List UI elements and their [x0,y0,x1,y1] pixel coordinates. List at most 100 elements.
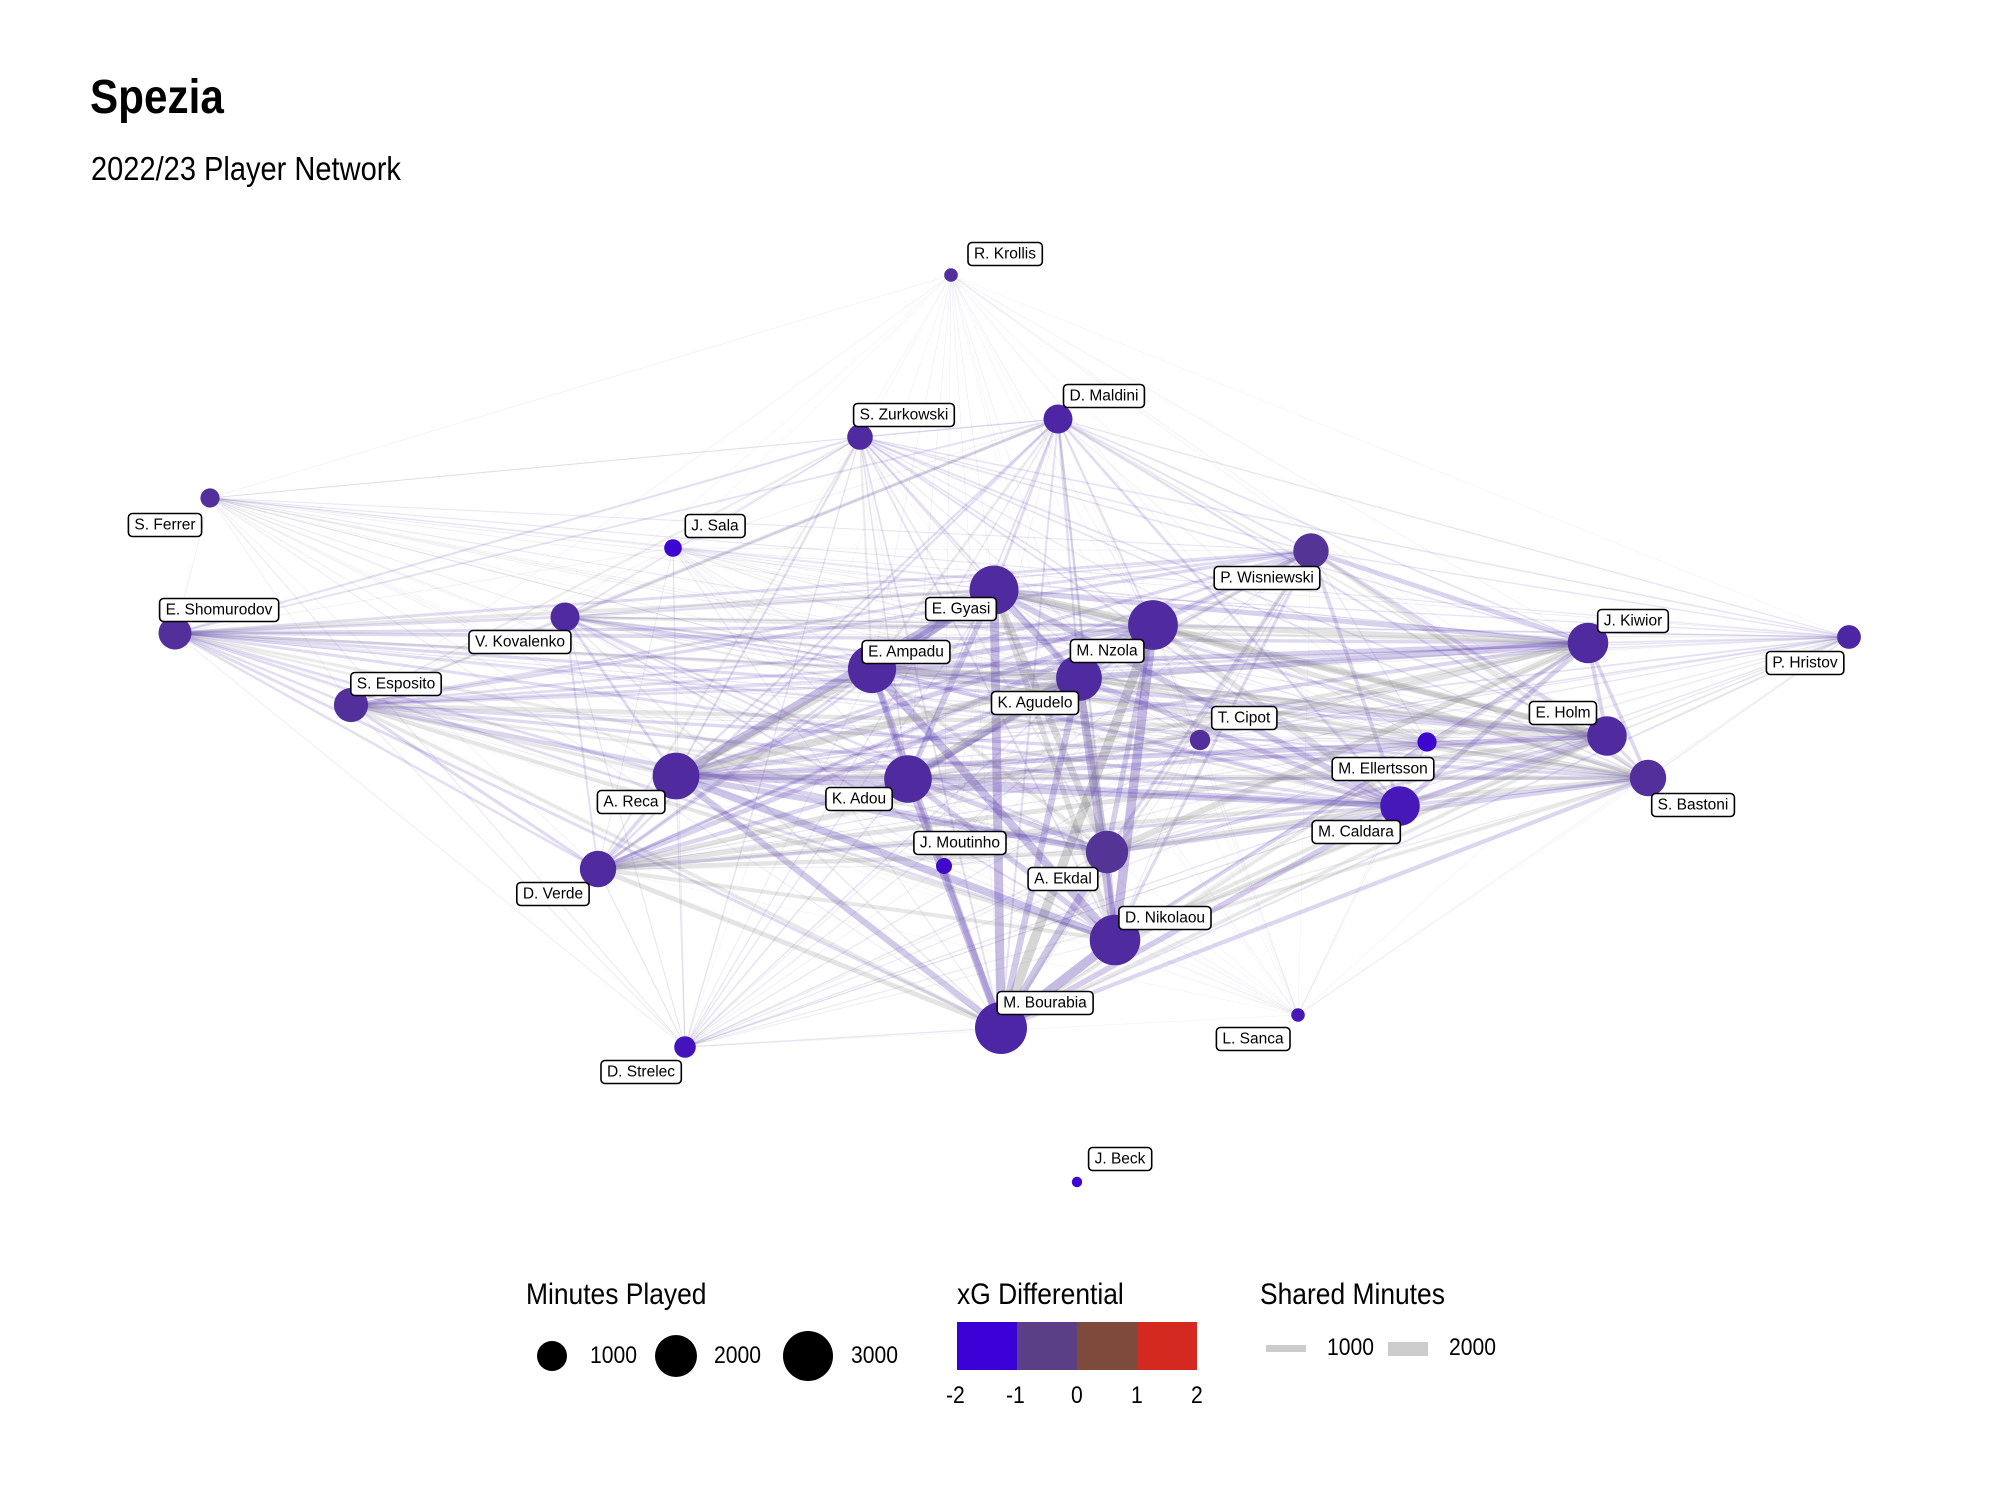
player-label-text: A. Ekdal [1034,871,1092,888]
player-label-box [996,990,1094,1016]
network-edge [209,436,861,499]
network-edge [173,631,678,778]
player-node [847,424,873,450]
network-edge [174,632,1201,741]
network-edge [674,549,1313,778]
player-node [333,687,369,723]
player-label-box [1062,383,1146,409]
network-edge [597,868,686,1048]
network-edge [950,274,1850,638]
xg-colorbar [957,1322,1197,1370]
network-edge [1310,550,1428,743]
network-edge [1199,636,1850,741]
player-label-text: J. Beck [1095,1151,1146,1168]
player-label: K. Adou [825,786,894,812]
network-nodes [158,268,1861,1188]
network-edge [905,587,997,782]
network-edge [999,641,1590,1030]
player-node [1629,759,1667,797]
network-edge [869,640,1591,672]
player-label: D. Verde [515,881,590,907]
player-node [550,602,580,632]
player-label-text: S. Ferrer [134,517,195,534]
minutes-legend-title: Minutes Played [526,1278,707,1311]
network-edge [209,497,677,777]
network-edge [950,274,1649,779]
network-edge [563,615,678,778]
network-edge [1397,733,1610,809]
player-label: P. Wisniewski [1213,565,1321,591]
network-edge [950,274,1201,741]
network-edge [684,418,1059,1048]
network-edge [684,865,945,1048]
network-edge [672,772,1005,1032]
network-edge [174,418,1059,634]
network-edge [905,733,1610,782]
network-edge [675,741,1428,777]
network-edge [348,702,1110,855]
player-label-text: D. Strelec [607,1064,675,1081]
player-label-text: J. Sala [691,518,739,535]
player-node [1043,404,1073,434]
network-edge [684,778,909,1048]
shared-minutes-legend-2000-line [1388,1342,1428,1356]
network-edge [675,274,952,777]
network-edge [1308,548,1591,646]
network-edge [943,865,1116,941]
network-edge [174,632,686,1048]
network-edge [1114,636,1850,941]
player-label: V. Kovalenko [468,629,572,655]
network-edge [1057,418,1299,1016]
network-edge [684,436,861,1048]
network-edge [998,775,1651,1031]
player-label-box [1528,700,1598,726]
network-edge [596,588,996,871]
network-edge [563,417,1060,619]
network-edge [1586,641,1650,780]
network-edge [859,436,1312,552]
network-edge [209,497,1002,1029]
network-edge [350,704,945,867]
network-edge [871,274,952,670]
network-edge [349,549,1313,707]
network-edge [173,631,1609,738]
network-edge [859,436,1850,638]
network-edge [859,436,1299,1016]
network-edge [597,868,1299,1016]
network-edge [595,775,1651,872]
network-edge [672,547,1299,1016]
player-label: S. Zurkowski [852,402,956,428]
network-edge [564,616,945,867]
network-edge [209,497,1428,743]
network-edge [859,436,1002,1029]
network-edge [672,547,1589,644]
network-edge [173,631,600,871]
player-label-box [1210,705,1278,731]
player-label-box [468,629,572,655]
player-label-box [349,671,442,697]
network-edge [596,549,1313,871]
network-edge [684,739,1201,1048]
network-edge [871,636,1850,670]
network-edge [1426,642,1589,743]
network-edge [1113,549,1313,942]
network-edge [950,274,1428,743]
network-edge [674,417,1060,778]
minutes-legend-label-2000: 2000 [714,1342,761,1369]
player-label: M. Ellertsson [1331,756,1435,782]
player-node [1189,729,1211,751]
shared-minutes-label-2000: 2000 [1449,1334,1496,1361]
player-label-text: D. Verde [523,886,583,903]
network-edge [905,776,1110,855]
network-edge [906,776,1650,781]
network-edge [672,547,873,670]
xg-tick-neg2: -2 [946,1382,965,1409]
player-label-box [1118,905,1212,931]
network-edge [1057,418,1201,741]
network-edge [595,849,1110,872]
network-edge [991,587,1591,646]
network-edge [350,274,952,706]
network-edge [674,641,1590,778]
network-edge [173,631,1003,1030]
